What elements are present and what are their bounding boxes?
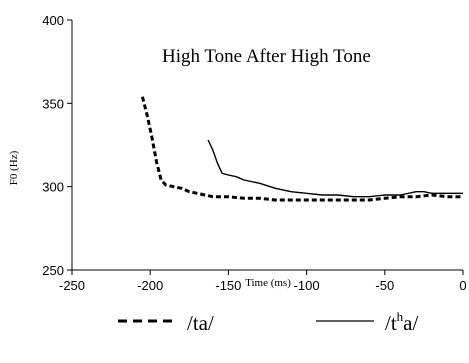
- x-tick-label: 0: [459, 278, 466, 293]
- legend-label-tha-base: /t: [385, 311, 397, 335]
- legend-label-tha-sup: h: [397, 309, 404, 324]
- x-tick-label: -100: [294, 278, 320, 293]
- series-layer: [140, 96, 463, 202]
- x-axis-title: Time (ms): [245, 277, 291, 289]
- axes: 250 300 350 400 -250 -200 -150 -100 -50 0: [42, 13, 466, 293]
- legend-item-tha: /tha/: [316, 309, 418, 335]
- x-tick-label: -200: [137, 278, 163, 293]
- y-tick-label: 400: [42, 13, 64, 28]
- x-tick-label: -50: [375, 278, 394, 293]
- x-tick-label: -250: [59, 278, 85, 293]
- series-line-ta: [140, 96, 463, 202]
- legend-label-tha: /tha/: [385, 309, 418, 335]
- legend-label-ta: /ta/: [187, 311, 214, 335]
- y-axis-title: F0 (Hz): [8, 150, 20, 185]
- y-tick-label: 250: [42, 263, 64, 278]
- series-line-tha: [207, 139, 463, 198]
- y-tick-label: 300: [42, 180, 64, 195]
- legend-item-ta: /ta/: [118, 311, 214, 335]
- x-tick-label: -150: [215, 278, 241, 293]
- y-tick-label: 350: [42, 96, 64, 111]
- chart-title: High Tone After High Tone: [162, 46, 371, 67]
- legend-label-tha-rest: a/: [403, 311, 418, 335]
